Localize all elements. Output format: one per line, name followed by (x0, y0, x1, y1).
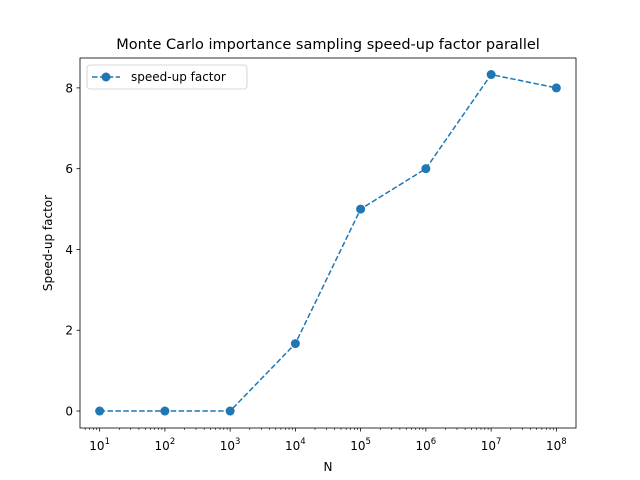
data-point (421, 164, 431, 174)
y-axis-label: Speed-up factor (41, 195, 55, 291)
y-tick-label: 8 (65, 81, 73, 95)
series-line (99, 73, 557, 412)
chart-title: Monte Carlo importance sampling speed-up… (116, 37, 540, 53)
y-axis-ticks: 0 2 4 6 8 (65, 81, 80, 419)
x-tick-label: 107 (481, 437, 502, 453)
data-point (551, 83, 561, 93)
data-point (225, 406, 235, 416)
legend-entry-label: speed-up factor (131, 70, 226, 84)
plot-area-frame (79, 57, 577, 429)
x-tick-label: 105 (350, 437, 371, 453)
x-tick-label: 102 (155, 437, 176, 453)
data-point (290, 339, 300, 349)
data-point (160, 406, 170, 416)
x-tick-label: 104 (285, 437, 306, 453)
y-tick-label: 0 (65, 405, 73, 419)
x-tick-label: 106 (416, 437, 437, 453)
legend: speed-up factor (86, 64, 248, 90)
data-point (95, 406, 105, 416)
y-tick-label: 6 (65, 162, 73, 176)
x-tick-label: 101 (89, 437, 110, 453)
x-axis-label: N (324, 460, 333, 474)
x-tick-label: 103 (220, 437, 241, 453)
data-point (486, 70, 496, 80)
legend-marker (101, 72, 111, 82)
x-tick-label: 108 (546, 437, 567, 453)
legend-box (86, 64, 248, 90)
x-axis-ticks: 101 102 103 104 105 106 107 108 (89, 428, 567, 453)
series-layer (95, 70, 561, 416)
y-tick-label: 4 (65, 243, 73, 257)
y-tick-label: 2 (65, 324, 73, 338)
data-point (356, 204, 366, 214)
